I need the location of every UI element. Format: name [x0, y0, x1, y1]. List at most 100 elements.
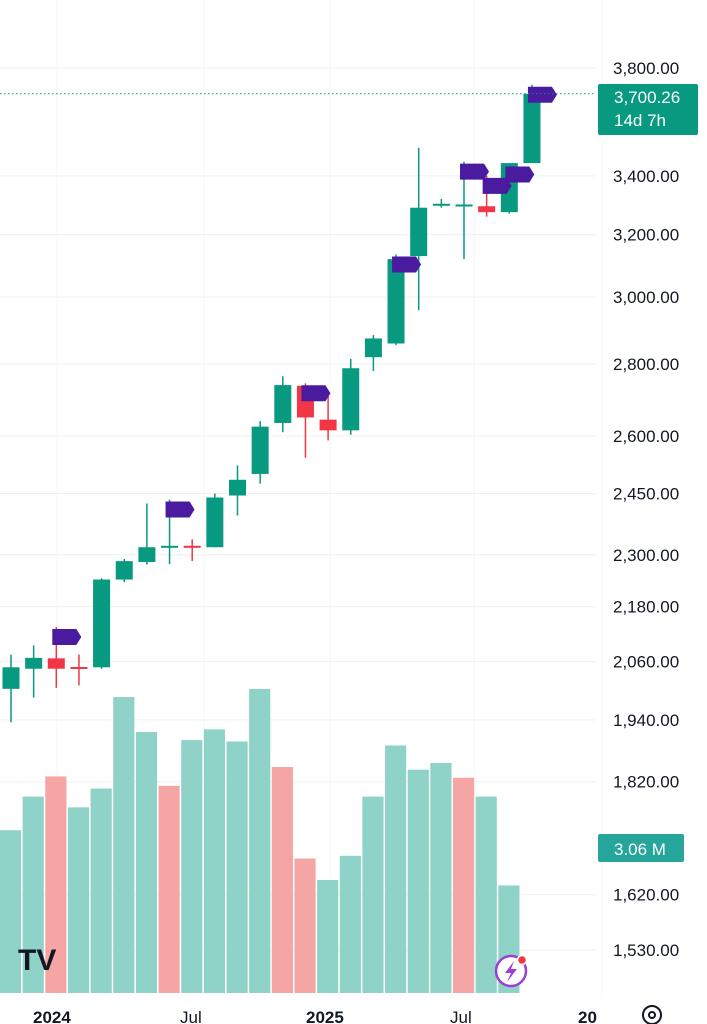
y-axis-label: 3,200.00 — [613, 226, 679, 245]
y-axis-label: 2,450.00 — [613, 485, 679, 504]
volume-bar — [339, 855, 361, 993]
volume-bar — [22, 796, 44, 993]
candle-body — [364, 338, 382, 358]
tradingview-logo[interactable]: TV — [18, 944, 56, 977]
dividend-flag[interactable] — [165, 501, 195, 518]
y-axis-label: 3,400.00 — [613, 167, 679, 186]
candle — [229, 465, 246, 516]
volume-bar — [249, 689, 271, 993]
y-axis-label: 2,300.00 — [613, 546, 679, 565]
candle-body — [206, 497, 224, 548]
dividend-flags[interactable] — [52, 86, 557, 645]
candle — [206, 493, 224, 548]
dividend-flag[interactable] — [460, 163, 489, 180]
volume-bar — [271, 767, 293, 993]
candle-body — [70, 667, 88, 670]
volume-bars — [0, 689, 520, 993]
candle-body — [387, 259, 405, 344]
y-axis-label: 2,180.00 — [613, 598, 679, 617]
candle — [410, 147, 428, 311]
candle-body — [93, 579, 111, 668]
volume-bar — [203, 729, 225, 993]
volume-bar — [226, 741, 248, 993]
candle-body — [342, 368, 360, 431]
candle — [432, 198, 450, 208]
candle-body — [229, 479, 246, 496]
y-axis-label: 1,820.00 — [613, 773, 679, 792]
candle-body — [274, 385, 292, 423]
candle — [115, 559, 133, 583]
price-axis[interactable]: 3,800.00 3,400.00 3,200.00 3,000.00 2,800.00… — [613, 59, 679, 960]
candle-body — [138, 547, 156, 562]
volume-bar — [67, 807, 90, 993]
volume-bar — [385, 745, 407, 993]
volume-bar — [158, 785, 180, 993]
y-axis-label: 2,060.00 — [613, 653, 679, 672]
candle-body — [455, 204, 473, 207]
lightning-icon[interactable] — [494, 954, 528, 988]
dividend-flag[interactable] — [505, 166, 535, 183]
x-axis-label: Jul — [180, 1008, 202, 1024]
candle-body — [432, 203, 450, 206]
candle — [319, 390, 337, 441]
candle-body — [47, 658, 65, 669]
volume-bar — [0, 830, 22, 993]
x-axis-label: 2025 — [306, 1008, 344, 1024]
volume-bar — [362, 796, 384, 993]
candle-body — [2, 667, 20, 689]
x-axis-label: Jul — [450, 1008, 472, 1024]
y-axis-label: 1,620.00 — [613, 886, 679, 905]
candle — [342, 358, 360, 435]
candle — [70, 654, 88, 686]
dividend-flag[interactable] — [392, 256, 422, 273]
candles — [2, 84, 541, 723]
time-axis[interactable]: 2024 Jul 2025 Jul 20 — [33, 1008, 597, 1024]
x-axis-label: 2024 — [33, 1008, 71, 1024]
dividend-flag[interactable] — [482, 177, 512, 194]
candle-body — [115, 561, 133, 580]
volume-bar — [294, 858, 316, 993]
settings-gear-icon[interactable] — [642, 1005, 662, 1024]
candle-body — [523, 93, 541, 164]
x-axis-label: 20 — [578, 1008, 597, 1024]
candle-body — [25, 657, 43, 669]
volume-badge: 3.06 M — [598, 834, 684, 862]
last-price-countdown: 14d 7h — [614, 111, 666, 130]
y-axis-label: 3,000.00 — [613, 288, 679, 307]
gridlines — [0, 0, 603, 995]
y-axis-label: 1,940.00 — [613, 711, 679, 730]
volume-bar — [45, 776, 67, 993]
last-price-badge: 3,700.26 14d 7h — [598, 84, 698, 135]
volume-value: 3.06 M — [614, 840, 666, 859]
volume-bar — [475, 796, 497, 993]
dividend-flag[interactable] — [527, 86, 557, 103]
dividend-flag[interactable] — [301, 385, 331, 402]
candle — [25, 645, 43, 698]
candle-body — [478, 206, 496, 213]
volume-bar — [407, 769, 429, 993]
volume-bar — [135, 732, 158, 993]
candle-body — [251, 426, 269, 474]
y-axis-label: 1,530.00 — [613, 941, 679, 960]
candle-body — [183, 545, 201, 548]
candle-body — [161, 545, 179, 548]
y-axis-label: 2,600.00 — [613, 427, 679, 446]
volume-bar — [113, 697, 135, 993]
candle-body — [319, 419, 337, 431]
dividend-flag[interactable] — [52, 628, 82, 645]
candle — [183, 539, 201, 562]
candle — [2, 654, 20, 723]
volume-bar — [181, 740, 203, 993]
logo-text: TV — [18, 944, 56, 977]
candle — [274, 376, 292, 433]
volume-bar — [453, 777, 475, 993]
volume-bar — [430, 762, 452, 993]
candle — [138, 503, 156, 565]
last-price-value: 3,700.26 — [614, 88, 680, 107]
volume-bar — [317, 880, 339, 993]
candle — [93, 578, 111, 669]
y-axis-label: 3,800.00 — [613, 59, 679, 78]
candle — [251, 421, 269, 484]
y-axis-label: 2,800.00 — [613, 355, 679, 374]
